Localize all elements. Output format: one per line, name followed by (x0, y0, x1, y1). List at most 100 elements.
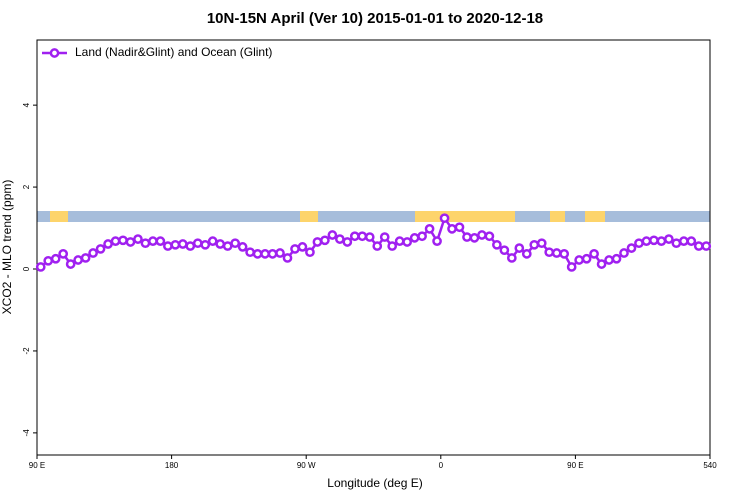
data-point (65, 259, 76, 269)
data-point (649, 235, 659, 246)
data-point (252, 248, 263, 259)
y-tick-label: -4 (22, 429, 31, 437)
data-point (282, 253, 293, 263)
data-point (619, 248, 629, 258)
data-point (222, 241, 233, 251)
data-point (163, 241, 173, 251)
x-tick-label: 0 (439, 461, 444, 470)
data-point (641, 236, 652, 247)
data-point (342, 237, 353, 247)
data-point (574, 255, 584, 265)
data-point (394, 236, 405, 247)
data-point (678, 236, 689, 247)
data-point (693, 241, 704, 251)
data-point (417, 231, 427, 242)
data-point (424, 224, 435, 234)
data-point (469, 233, 480, 243)
data-point (349, 231, 360, 242)
data-point (215, 239, 226, 249)
data-point (364, 232, 375, 242)
data-point (312, 237, 323, 247)
y-tick-label: 2 (22, 184, 31, 189)
data-point (43, 255, 54, 266)
data-point (499, 245, 510, 256)
data-point (35, 262, 46, 272)
data-point (133, 234, 143, 244)
data-point (50, 253, 61, 264)
data-point (327, 230, 338, 240)
data-point (207, 236, 218, 247)
data-point (492, 239, 502, 250)
x-tick-label: 90 W (297, 461, 316, 470)
data-point (664, 234, 674, 244)
y-tick-label: -2 (22, 347, 31, 355)
data-point (237, 242, 248, 252)
data-point (148, 236, 158, 247)
data-point (701, 241, 712, 251)
data-point (477, 230, 487, 240)
data-point (192, 238, 203, 249)
data-point (432, 236, 442, 247)
data-point (260, 248, 270, 259)
data-point (634, 238, 644, 249)
data-point (626, 243, 637, 253)
data-point (305, 247, 315, 258)
data-point (275, 248, 285, 258)
data-point (529, 239, 540, 250)
chart-title: 10N-15N April (Ver 10) 2015-01-01 to 202… (207, 10, 543, 27)
data-point (484, 231, 495, 242)
data-point (372, 241, 383, 251)
data-point (671, 238, 682, 249)
data-point (514, 243, 525, 253)
data-point (155, 236, 166, 247)
data-point (200, 239, 211, 250)
data-point (521, 248, 532, 259)
data-point (447, 224, 457, 234)
data-point (267, 248, 278, 259)
data-point (58, 248, 69, 259)
data-point (462, 232, 472, 242)
data-point (686, 236, 697, 247)
data-point (73, 255, 83, 265)
map-strip (37, 211, 710, 222)
data-point (611, 253, 622, 264)
data-point (170, 239, 181, 250)
data-point (95, 244, 106, 254)
y-tick-label: 4 (22, 102, 31, 107)
data-point (604, 255, 614, 265)
y-tick-label: 0 (22, 266, 31, 271)
x-tick-label: 90 E (567, 461, 583, 470)
x-axis-label: Longitude (deg E) (327, 476, 422, 490)
data-point (596, 259, 607, 269)
y-axis-label: XCO2 - MLO trend (ppm) (0, 180, 14, 315)
data-point (551, 248, 562, 258)
data-point (110, 236, 121, 247)
data-point (581, 253, 592, 264)
data-point (387, 241, 398, 251)
data-point (409, 233, 420, 243)
data-point (454, 222, 465, 233)
data-point (335, 234, 345, 244)
legend-label: Land (Nadir&Glint) and Ocean (Glint) (75, 45, 272, 59)
data-point (656, 236, 667, 247)
x-tick-label: 180 (165, 461, 179, 470)
data-point (103, 239, 113, 249)
data-point (402, 237, 412, 247)
x-tick-label: 90 E (29, 461, 45, 470)
data-point (544, 247, 555, 258)
data-point (290, 244, 300, 254)
data-point (589, 248, 599, 259)
data-point (88, 248, 98, 258)
data-point (559, 248, 570, 259)
legend-marker (49, 48, 60, 58)
data-point (80, 253, 91, 263)
data-point (230, 238, 241, 249)
data-point (245, 247, 255, 258)
data-point (379, 232, 390, 242)
data-point (536, 238, 547, 249)
data-point (506, 253, 517, 263)
x-tick-label: 540 (703, 461, 717, 470)
data-point (357, 231, 368, 242)
data-point (177, 239, 188, 249)
